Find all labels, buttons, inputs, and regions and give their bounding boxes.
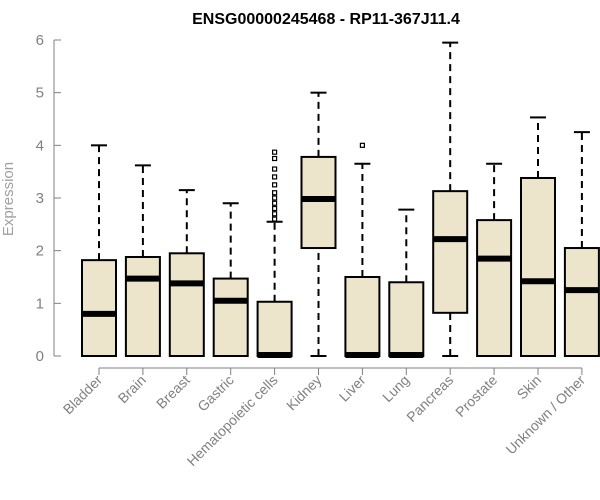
box-iqr [124,255,161,357]
x-tick-label: Skin [514,372,545,403]
outlier-point [272,195,278,201]
chart-title: ENSG00000245468 - RP11-367J11.4 [192,11,460,28]
box-breast [168,189,205,357]
outlier-point [359,142,365,148]
x-tick-label: Pancreas [403,372,456,425]
box-iqr [432,190,469,314]
box-pancreas [432,41,469,357]
outlier-point [272,155,278,162]
outlier-point [272,205,278,212]
x-tick-label: Bladder [60,372,106,418]
box-iqr [256,300,293,357]
x-tick-label: Liver [336,372,369,405]
y-tick-label: 5 [36,85,44,102]
outlier-point [272,190,278,196]
box-skin [520,116,556,357]
outlier-point [272,211,278,217]
outlier-point [272,174,278,180]
y-tick-label: 4 [36,137,44,154]
box-unknown-other [563,131,600,358]
box-lung [388,208,425,358]
x-tick-label: Prostate [452,372,500,420]
box-iqr [520,176,556,357]
outlier-point [272,216,278,222]
box-iqr [476,219,513,357]
box-iqr [563,247,600,358]
box-gastric [212,202,249,357]
y-tick-label: 6 [36,32,44,49]
box-liver [344,142,381,358]
x-tick-label: Unknown / Other [502,372,588,458]
box-iqr [344,276,381,357]
y-tick-label: 1 [36,295,44,312]
x-tick-label: Kidney [283,372,325,414]
box-iqr [300,155,337,250]
x-tick-label: Lung [379,372,412,405]
box-iqr [81,259,117,357]
outlier-point [272,182,278,188]
outlier-point [272,149,278,155]
box-hematopoietic-cells [256,149,293,358]
y-axis: 0 1 2 3 4 5 6 [36,32,61,365]
outlier-point [272,166,278,172]
outlier-point [272,200,278,206]
box-brain [124,164,161,357]
box-iqr [212,277,249,357]
y-tick-label: 3 [36,190,44,207]
box-iqr [168,252,205,357]
y-axis-title: Expression [0,162,17,236]
y-tick-label: 0 [36,348,44,365]
box-iqr [388,281,425,357]
box-kidney [300,91,337,357]
box-bladder [81,144,117,357]
box-prostate [476,162,513,357]
x-tick-label: Brain [115,372,149,406]
y-tick-label: 2 [36,243,44,260]
boxes-group [81,41,600,358]
x-tick-label: Gastric [194,372,237,415]
x-tick-label: Breast [153,372,193,412]
